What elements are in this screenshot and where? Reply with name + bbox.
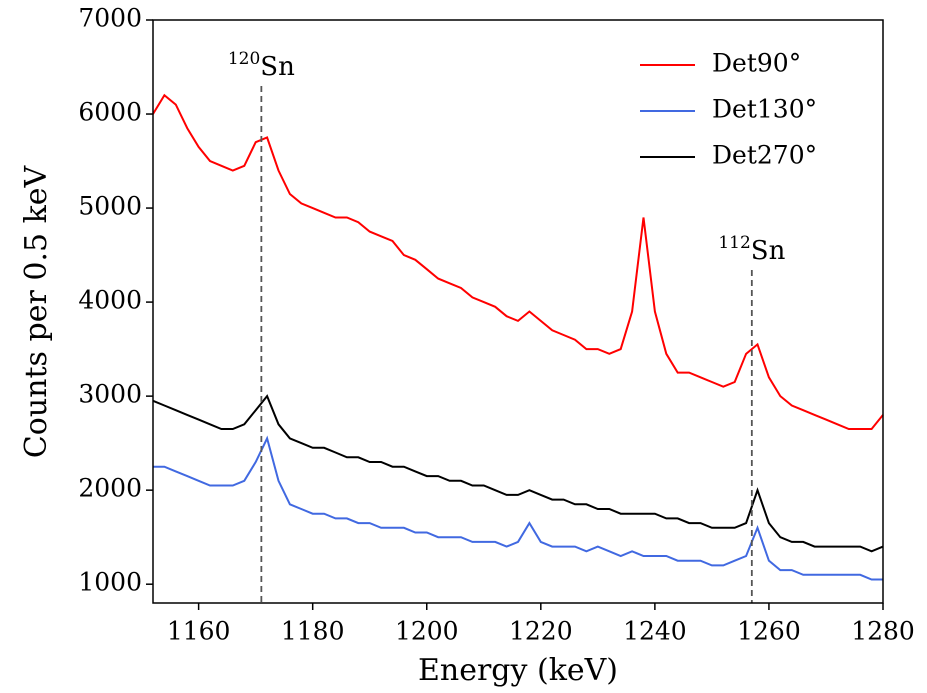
x-tick-label: 1200 (395, 617, 459, 646)
y-tick-label: 6000 (78, 98, 142, 127)
legend-label: Det270° (712, 141, 817, 170)
annotation-mass: 112 (718, 233, 750, 253)
x-tick-label: 1260 (737, 617, 801, 646)
annotation-label: 120Sn (228, 49, 295, 83)
x-tick-label: 1220 (509, 617, 573, 646)
x-tick-label: 1280 (851, 617, 915, 646)
x-tick-label: 1160 (167, 617, 231, 646)
y-tick-label: 2000 (78, 474, 142, 503)
plot-frame (152, 19, 884, 604)
annotation-element: Sn (260, 52, 295, 82)
y-axis-label: Counts per 0.5 keV (19, 165, 54, 459)
annotation-element: Sn (751, 236, 786, 266)
x-tick-label: 1180 (281, 617, 345, 646)
y-tick-label: 1000 (78, 568, 142, 597)
y-tick-label: 5000 (78, 192, 142, 221)
annotation-label: 112Sn (718, 233, 785, 267)
annotation-mass: 120 (228, 49, 260, 69)
x-axis-label: Energy (keV) (418, 653, 618, 688)
y-tick-label: 7000 (78, 4, 142, 33)
legend-label: Det90° (712, 49, 801, 78)
data-line (152, 394, 884, 553)
legend-label: Det130° (712, 95, 817, 124)
y-tick-label: 4000 (78, 286, 142, 315)
x-tick-label: 1240 (623, 617, 687, 646)
y-tick-label: 3000 (78, 380, 142, 409)
data-line (152, 93, 884, 430)
data-line (153, 435, 883, 581)
